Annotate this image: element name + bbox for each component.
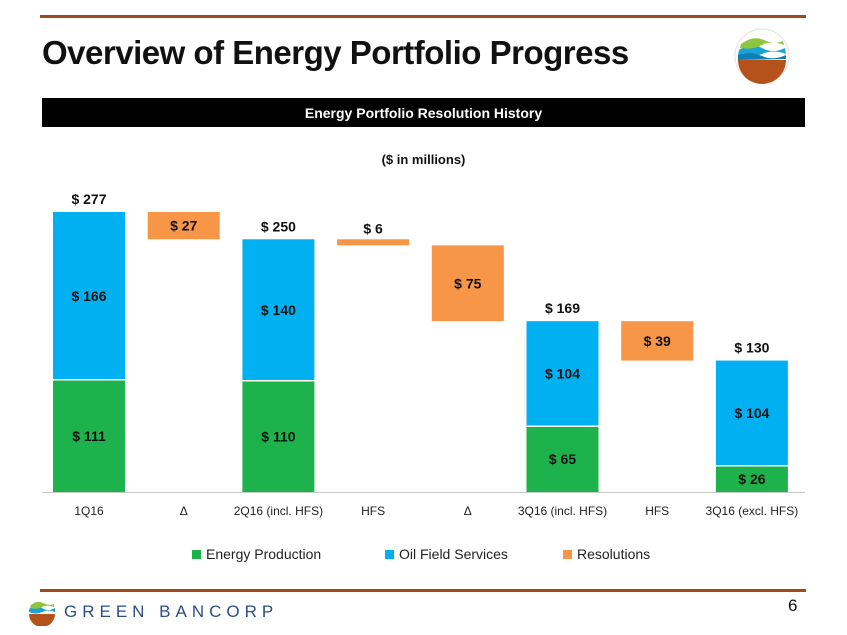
data-label-resolution: $ 39 [644, 333, 671, 349]
data-label-energy-production: $ 65 [549, 451, 576, 467]
bank-logo-icon [734, 28, 790, 84]
data-label-total: $ 169 [545, 300, 580, 316]
bottom-rule [40, 589, 806, 592]
top-rule [40, 15, 806, 18]
x-tick-label-3q16-excl-hfs: 3Q16 (excl. HFS) [706, 504, 799, 518]
data-label-resolution: $ 75 [454, 275, 481, 291]
data-label-total: $ 130 [734, 340, 769, 356]
bar-resolution [621, 321, 694, 361]
page-number: 6 [788, 596, 798, 615]
data-label-energy-production: $ 111 [72, 428, 106, 444]
x-tick-label-3q16-incl-hfs: 3Q16 (incl. HFS) [518, 504, 607, 518]
units-subtitle: ($ in millions) [381, 152, 466, 167]
bar-energy-production [715, 465, 788, 492]
legend-swatch-oil-field-services [385, 549, 394, 559]
brand-name: GREEN BANCORP [64, 602, 279, 621]
legend-label: Oil Field Services [399, 546, 508, 562]
chart-banner: Energy Portfolio Resolution History [42, 98, 805, 127]
x-tick-label-1q16: 1Q16 [74, 504, 104, 518]
data-label-oil-field-services: $ 104 [545, 366, 580, 382]
x-tick-label-delta: Δ [464, 504, 472, 518]
bar-resolution [431, 245, 504, 322]
legend-resolutions: Resolutions [563, 546, 650, 562]
data-label-oil-field-services: $ 140 [261, 302, 296, 318]
data-label-resolution: $ 6 [363, 220, 383, 236]
page-title: Overview of Energy Portfolio Progress [42, 34, 629, 71]
data-label-oil-field-services: $ 104 [734, 405, 769, 421]
x-tick-label-2q16-incl-hfs: 2Q16 (incl. HFS) [234, 504, 323, 518]
bar-energy-production [526, 426, 599, 492]
bar-energy-production [53, 379, 125, 492]
data-label-oil-field-services: $ 166 [71, 288, 106, 304]
x-tick-label-hfs: HFS [645, 504, 669, 518]
data-label-resolution: $ 27 [170, 218, 197, 234]
data-label-total: $ 250 [261, 218, 296, 234]
legend-energy-production: Energy Production [192, 546, 321, 562]
legend-label: Energy Production [206, 546, 322, 562]
data-label-energy-production: $ 110 [261, 428, 295, 444]
bar-oil-field-services [526, 321, 599, 427]
legend-label: Resolutions [577, 546, 651, 562]
bar-resolution [147, 212, 220, 240]
bar-oil-field-services [53, 212, 125, 380]
data-label-total: $ 277 [71, 191, 106, 207]
legend-swatch-energy-production [192, 549, 201, 559]
waterfall-chart: $ 111 $ 166 $ 277 1Q16 $ 27 Δ $ 110 $ 140 $ 250 2… [42, 191, 805, 518]
x-tick-label-hfs: HFS [361, 504, 385, 518]
bar-energy-production [242, 380, 315, 492]
bar-resolution [337, 239, 410, 246]
x-tick-label-delta: Δ [180, 504, 188, 518]
data-label-energy-production: $ 26 [738, 471, 765, 487]
bar-oil-field-services [242, 239, 315, 381]
legend-swatch-resolutions [563, 549, 572, 559]
legend-oil-field-services: Oil Field Services [385, 546, 508, 562]
bar-oil-field-services [715, 360, 788, 466]
chart-legend: Energy Production Oil Field Services Res… [0, 546, 847, 566]
footer-logo-icon [29, 599, 55, 626]
